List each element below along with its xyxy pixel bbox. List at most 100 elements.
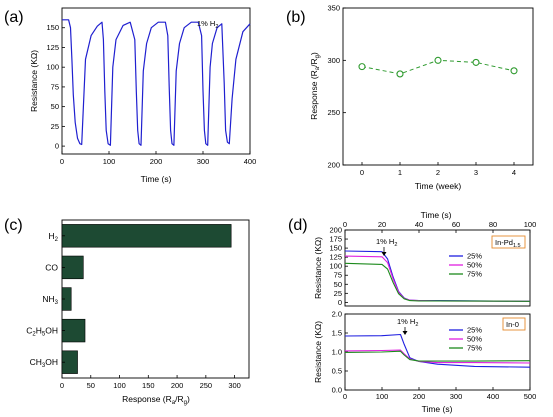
- panel-d-top-tag-box: [491, 235, 526, 249]
- panel-d-top-x-axis-label: Time (s): [421, 210, 452, 220]
- panel-d-y-tick-label: 75: [334, 271, 342, 280]
- panel-d-bottom-tag-box: [502, 317, 526, 331]
- panel-d-x-tick-label: 0: [343, 392, 347, 401]
- panel-a-x-tick-label: 400: [244, 157, 257, 166]
- panel-c-label: (c): [4, 217, 23, 234]
- panel-d-y-tick-label: 0: [338, 298, 342, 307]
- panel-c-bars: [61, 224, 232, 374]
- panel-a-y-tick-label: 75: [51, 82, 59, 91]
- panel-d-y-tick-label: 175: [329, 235, 342, 244]
- panel-c-x-tick-label: 0: [60, 381, 64, 390]
- panel-a-y-tick-label: 50: [51, 102, 59, 111]
- panel-d-x-tick-label: 60: [452, 220, 460, 229]
- panel-c-category-label: CH3OH: [30, 357, 58, 369]
- panel-d-x-tick-label: 20: [378, 220, 386, 229]
- panel-c-category-label-part: OH: [45, 357, 58, 367]
- panel-d-y-tick-label: 0.0: [332, 386, 342, 395]
- panel-b-y-ticks: 200 250 300 350: [327, 4, 346, 170]
- panel-a-plot-area: [62, 19, 251, 146]
- panel-d-y-tick-label: 200: [329, 226, 342, 235]
- panel-c-x-tick-label: 150: [142, 381, 155, 390]
- panel-c-category-label: H2: [49, 231, 59, 243]
- panel-b-plot-area: [358, 56, 518, 78]
- panel-b-data-point: [358, 63, 366, 71]
- panel-c-category-label-part: CH: [30, 357, 42, 367]
- panel-d-y-tick-label: 125: [329, 253, 342, 262]
- panel-c-bar: [61, 224, 232, 248]
- panel-d-series-line: [344, 349, 531, 364]
- panel-b-data-point: [472, 58, 480, 66]
- panel-b: (b) 0 1 2 3 4 200 250 300 350 Time (week) Respo…: [286, 4, 534, 191]
- panel-d-top-tag: In-Pd1.5: [495, 238, 521, 249]
- panel-c-x-tick-label: 50: [87, 381, 95, 390]
- panel-c-category-label-part: NH: [42, 294, 54, 304]
- panel-b-data-point: [510, 67, 518, 75]
- panel-a-y-tick-label: 25: [51, 122, 59, 131]
- panel-a-annotation-text: 1% H: [197, 19, 215, 28]
- panel-c-category-label-part: CO: [45, 262, 58, 272]
- panel-a-x-ticks: 0 100 200 300 400: [60, 151, 256, 166]
- panel-c-category-label-part: 2: [55, 237, 59, 243]
- panel-d-series-line: [344, 262, 531, 302]
- panel-d-bottom-plot-area: [344, 333, 531, 368]
- panel-a-annotation-sub: 2: [215, 24, 218, 30]
- panel-c-x-tick-label: 250: [200, 381, 213, 390]
- panel-d-legend-label: 25%: [467, 252, 482, 261]
- panel-d-x-tick-label: 200: [413, 392, 426, 401]
- panel-a-x-tick-label: 100: [103, 157, 116, 166]
- panel-c: (c) 0 50 100 150 200 250 300 H2CONH3C2H5OHCH3O…: [4, 217, 250, 406]
- panel-b-x-tick-label: 4: [512, 168, 516, 177]
- panel-c-bar: [61, 255, 84, 280]
- panel-d-bottom-x-ticks: 0 100 200 300 400 500: [343, 387, 536, 401]
- panel-c-x-ticks: 0 50 100 150 200 250 300: [60, 375, 241, 390]
- panel-d-y-tick-label: 1.5: [332, 329, 342, 338]
- panel-c-category-label: NH3: [42, 294, 58, 306]
- panel-b-x-axis-label: Time (week): [415, 181, 462, 191]
- panel-d-bottom-annotation: 1% H2: [397, 317, 418, 328]
- panel-a-x-tick-label: 200: [150, 157, 163, 166]
- panel-b-x-tick-label: 1: [398, 168, 402, 177]
- panel-c-category-label-part: H: [36, 326, 42, 336]
- panel-c-category-label-part: OH: [45, 326, 58, 336]
- panel-d-top-arrow-head: [381, 252, 387, 256]
- panel-d-y-tick-label: 2.0: [332, 310, 342, 319]
- panel-d-y-tick-label: 25: [334, 289, 342, 298]
- panel-d-top-y-axis-label: Resistance (KΩ): [313, 237, 323, 299]
- panel-d-x-tick-label: 100: [376, 392, 389, 401]
- panel-c-bar: [61, 318, 86, 343]
- panel-a-y-ticks: 0 25 50 75 100 125 150: [46, 23, 65, 151]
- panel-d-label: (d): [288, 217, 308, 234]
- panel-b-y-tick-label: 250: [327, 108, 340, 117]
- panel-d-y-tick-label: 50: [334, 280, 342, 289]
- panel-d-bottom-arrow-head: [402, 331, 408, 335]
- panel-b-y-tick-label: 200: [327, 161, 340, 170]
- panel-d-y-tick-label: 150: [329, 244, 342, 253]
- panel-c-x-tick-label: 200: [171, 381, 184, 390]
- panel-c-category-label-part: 5: [42, 332, 46, 338]
- panel-b-x-tick-label: 2: [436, 168, 440, 177]
- panel-b-data-point: [396, 70, 404, 78]
- panel-d-top-plot-area: [344, 250, 531, 302]
- panel-d-legend-label: 50%: [467, 261, 482, 270]
- panel-d-top-x-ticks: 0 20 40 60 80 100: [343, 220, 536, 233]
- panel-c-category-label-part: 3: [55, 300, 59, 306]
- panel-a-x-axis-label: Time (s): [141, 174, 172, 184]
- panel-b-data-point: [434, 56, 442, 64]
- panel-b-y-axis-label: Response (Ra/Rg): [309, 52, 321, 120]
- panel-c-category-label-part: C: [26, 326, 32, 336]
- panel-d-y-tick-label: 1.0: [332, 348, 342, 357]
- panel-a-series-line: [62, 19, 251, 146]
- panel-d-x-axis-label: Time (s): [422, 404, 453, 414]
- panel-a: (a) 0 100 200 300 400 0 25 50 75 100 125 150 Time …: [4, 7, 256, 184]
- panel-d-legend-label: 25%: [467, 326, 482, 335]
- panel-d-x-tick-label: 400: [487, 392, 500, 401]
- panel-a-y-tick-label: 150: [46, 23, 59, 32]
- panel-d-bottom-legend: 25%50%75%: [449, 326, 482, 353]
- panel-d-x-tick-label: 300: [450, 392, 463, 401]
- panel-a-y-tick-label: 0: [55, 142, 59, 151]
- panel-d-legend-label: 50%: [467, 335, 482, 344]
- panel-d-series-line: [344, 255, 531, 302]
- panel-a-x-tick-label: 0: [60, 157, 64, 166]
